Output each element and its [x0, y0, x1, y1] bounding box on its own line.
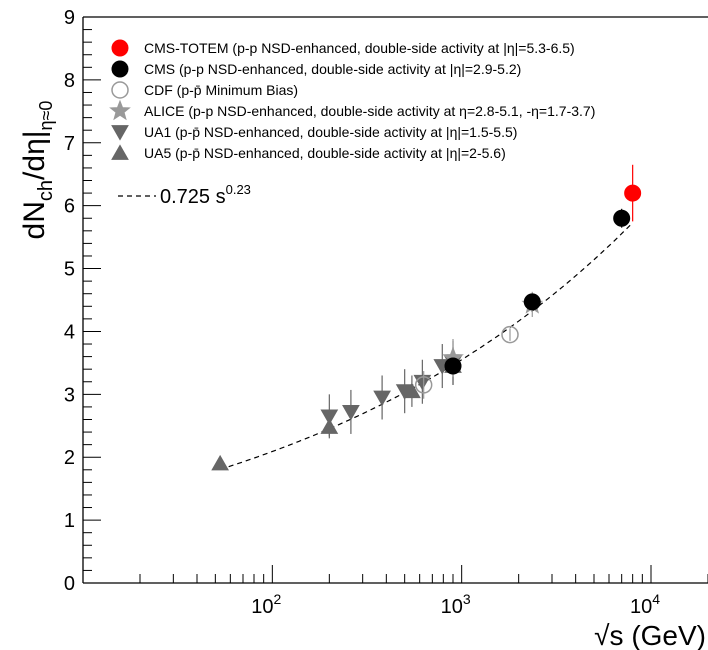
data-point: [444, 357, 462, 375]
data-point: [373, 390, 391, 407]
legend-label: CDF (p-p̄ Minimum Bias): [144, 82, 298, 98]
series-5: [211, 347, 462, 471]
data-point: [624, 184, 642, 202]
legend-label: UA1 (p-p̄ NSD-enhanced, double-side acti…: [144, 124, 517, 140]
y-tick-label: 5: [64, 259, 75, 281]
legend-marker: [109, 99, 131, 121]
legend-label: CMS (p-p NSD-enhanced, double-side activ…: [144, 61, 521, 77]
y-tick-label: 6: [64, 196, 75, 218]
x-axis: 102 103 104: [82, 565, 708, 618]
data-point: [395, 384, 414, 400]
x-axis-title: √s (GeV): [594, 620, 706, 650]
y-tick-label: 3: [64, 384, 75, 406]
plot-frame: [82, 16, 708, 584]
legend-label: ALICE (p-p NSD-enhanced, double-side act…: [144, 103, 595, 119]
y-tick-label: 8: [64, 70, 75, 92]
data-point: [211, 454, 229, 471]
series-2: [414, 325, 519, 399]
legend-marker: [111, 60, 129, 78]
legend-marker: [111, 81, 129, 99]
x-tick-label: 104: [630, 591, 660, 618]
y-tick-label: 7: [64, 133, 75, 155]
fit-curve: [219, 224, 632, 470]
data-point: [342, 405, 360, 421]
legend-label: CMS-TOTEM (p-p NSD-enhanced, double-side…: [144, 40, 575, 56]
y-tick-label: 1: [64, 510, 75, 532]
legend-label: UA5 (p-p̄ NSD-enhanced, double-side acti…: [144, 145, 506, 161]
legend-marker: [111, 125, 129, 141]
x-tick-label: 102: [251, 591, 281, 618]
legend-fit-label: 0.725 s0.23: [160, 182, 251, 208]
legend-marker: [111, 144, 129, 160]
data-point: [613, 209, 631, 227]
data-points-layer: [211, 164, 642, 471]
data-point: [501, 325, 519, 344]
series-0: [624, 164, 642, 222]
data-point: [414, 376, 433, 394]
y-tick-label: 9: [64, 7, 75, 29]
series-1: [444, 208, 631, 375]
legend: CMS-TOTEM (p-p NSD-enhanced, double-side…: [109, 39, 595, 208]
fit-curve-layer: [219, 224, 632, 470]
y-tick-label: 0: [64, 573, 75, 595]
y-tick-label: 4: [64, 321, 75, 343]
legend-marker: [111, 39, 129, 57]
y-tick-label: 2: [64, 447, 75, 469]
series-4: [320, 340, 462, 439]
y-axis-title: dNch/dη|η≈0: [18, 101, 57, 240]
data-point: [523, 293, 541, 311]
data-point: [320, 409, 339, 425]
y-axis: 0 1 2 3 4 5 6 7 8 9: [64, 7, 101, 595]
x-tick-label: 103: [441, 591, 471, 618]
